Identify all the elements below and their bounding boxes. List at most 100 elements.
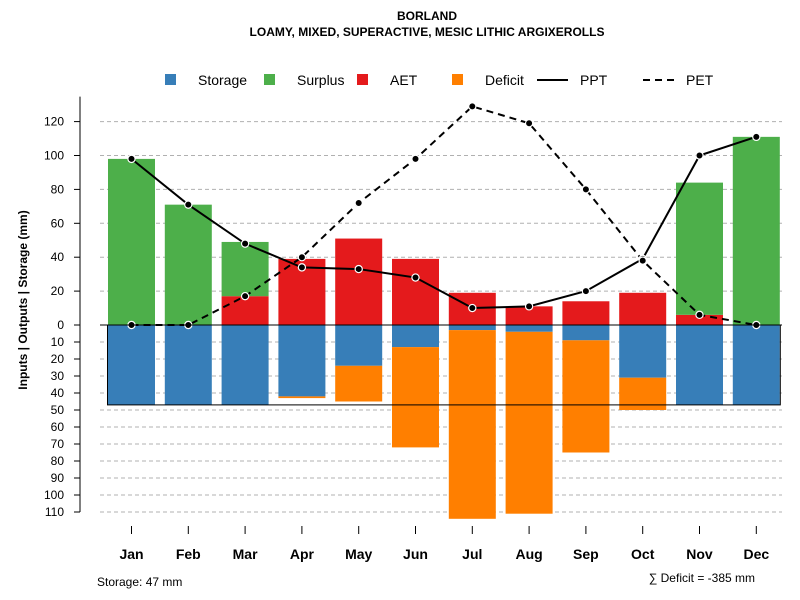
y-tick-label: 0 (57, 318, 64, 332)
point-ppt-dec (752, 132, 761, 142)
bars (108, 136, 780, 519)
chart-subtitle: LOAMY, MIXED, SUPERACTIVE, MESIC LITHIC … (250, 25, 605, 39)
x-tick-label: Oct (631, 546, 655, 562)
bar-deficit-may (335, 365, 383, 402)
bar-storage-jul (448, 325, 496, 331)
bar-aet-mar (221, 296, 269, 325)
line-ppt (130, 135, 757, 310)
point-ppt-aug (524, 302, 534, 311)
point-ppt-jan (127, 154, 136, 164)
bar-storage-may (335, 325, 383, 366)
bar-storage-dec (732, 325, 780, 405)
bar-storage-apr (278, 325, 326, 397)
bar-surplus-nov (676, 182, 723, 315)
y-tick-label: 100 (44, 149, 64, 163)
point-ppt-apr (297, 263, 307, 272)
bar-aet-aug (505, 306, 553, 325)
point-ppt-sep (581, 286, 591, 296)
point-pet-jul (468, 102, 477, 111)
chart-title: BORLAND (397, 9, 457, 23)
deficit-note: ∑ Deficit = -385 mm (649, 571, 755, 585)
bar-surplus-feb (164, 204, 212, 325)
bar-storage-sep (562, 325, 610, 341)
bar-storage-jun (392, 325, 439, 348)
y-tick-label: 40 (51, 386, 65, 400)
legend-item-aet: AET (357, 72, 418, 88)
x-tick-label: Jun (403, 546, 428, 562)
x-tick-label: Jul (462, 546, 482, 562)
point-pet-jun (411, 154, 420, 164)
y-tick-label: 30 (51, 369, 65, 383)
legend-swatch (264, 74, 275, 85)
y-tick-label: 20 (51, 352, 65, 366)
x-tick-label: Jan (119, 546, 143, 562)
y-tick-label: 100 (44, 488, 64, 502)
legend-label: Surplus (297, 72, 344, 88)
bar-storage-oct (619, 325, 667, 378)
bar-aet-nov (676, 314, 723, 325)
x-tick-label: Aug (515, 546, 542, 562)
series-lines (127, 102, 761, 330)
bar-deficit-apr (278, 396, 326, 399)
gridlines (100, 121, 782, 513)
y-tick-label: 90 (51, 471, 65, 485)
point-ppt-jun (411, 273, 420, 282)
x-tick-label: Nov (686, 546, 713, 562)
point-ppt-may (354, 264, 363, 274)
legend-item-surplus: Surplus (264, 72, 344, 88)
point-pet-sep (581, 185, 591, 194)
bar-aet-jun (392, 258, 439, 325)
y-tick-label: 80 (51, 182, 65, 196)
bar-surplus-dec (732, 136, 780, 325)
bar-storage-aug (505, 325, 553, 332)
legend-swatch (357, 74, 368, 85)
x-tick-label: Feb (176, 546, 201, 562)
legend-item-storage: Storage (165, 72, 247, 88)
legend-label: AET (390, 72, 418, 88)
bar-storage-nov (676, 325, 723, 405)
point-ppt-jul (468, 303, 477, 313)
legend: Storage Surplus AET Deficit PPT PET (165, 72, 714, 88)
legend-item-pet: PET (643, 72, 714, 88)
y-axis-label: Inputs | Outputs | Storage (mm) (16, 210, 30, 389)
bar-storage-mar (221, 325, 269, 405)
y-tick-label: 120 (44, 115, 64, 129)
y-tick-label: 80 (51, 454, 65, 468)
bar-aet-sep (562, 301, 610, 325)
bar-deficit-jun (392, 347, 439, 448)
y-tick-label: 70 (51, 437, 65, 451)
x-tick-label: Dec (743, 546, 769, 562)
legend-label: PET (686, 72, 714, 88)
line-pet (131, 105, 757, 326)
bar-aet-oct (619, 292, 667, 325)
point-pet-oct (638, 256, 647, 265)
y-tick-label: 110 (45, 505, 64, 519)
point-ppt-nov (695, 151, 704, 160)
bar-deficit-aug (505, 331, 553, 514)
point-pet-apr (297, 253, 307, 262)
legend-item-deficit: Deficit (452, 72, 524, 88)
bar-storage-jan (108, 325, 155, 405)
bar-storage-feb (164, 325, 212, 405)
bar-surplus-jan (108, 158, 155, 325)
bar-deficit-sep (562, 340, 610, 453)
legend-label: Storage (198, 72, 247, 88)
x-tick-label: Sep (573, 546, 599, 562)
legend-label: PPT (580, 72, 608, 88)
legend-item-ppt: PPT (537, 72, 608, 88)
y-tick-label: 20 (51, 284, 65, 298)
x-tick-label: May (345, 546, 372, 562)
y-tick-label: 60 (51, 420, 65, 434)
point-pet-may (354, 198, 363, 208)
y-tick-label: 10 (51, 335, 65, 349)
legend-label: Deficit (485, 72, 524, 88)
bar-aet-may (335, 238, 383, 325)
x-tick-label: Apr (290, 546, 315, 562)
y-tick-label: 50 (51, 403, 65, 417)
axes: 0 20 40 60 80 100 120 10 20 30 40 50 60 70 80 90 100 110 J… (44, 96, 782, 562)
x-tick-label: Mar (233, 546, 258, 562)
legend-swatch (452, 74, 463, 85)
y-tick-label: 40 (51, 250, 65, 264)
point-pet-nov (695, 310, 704, 320)
